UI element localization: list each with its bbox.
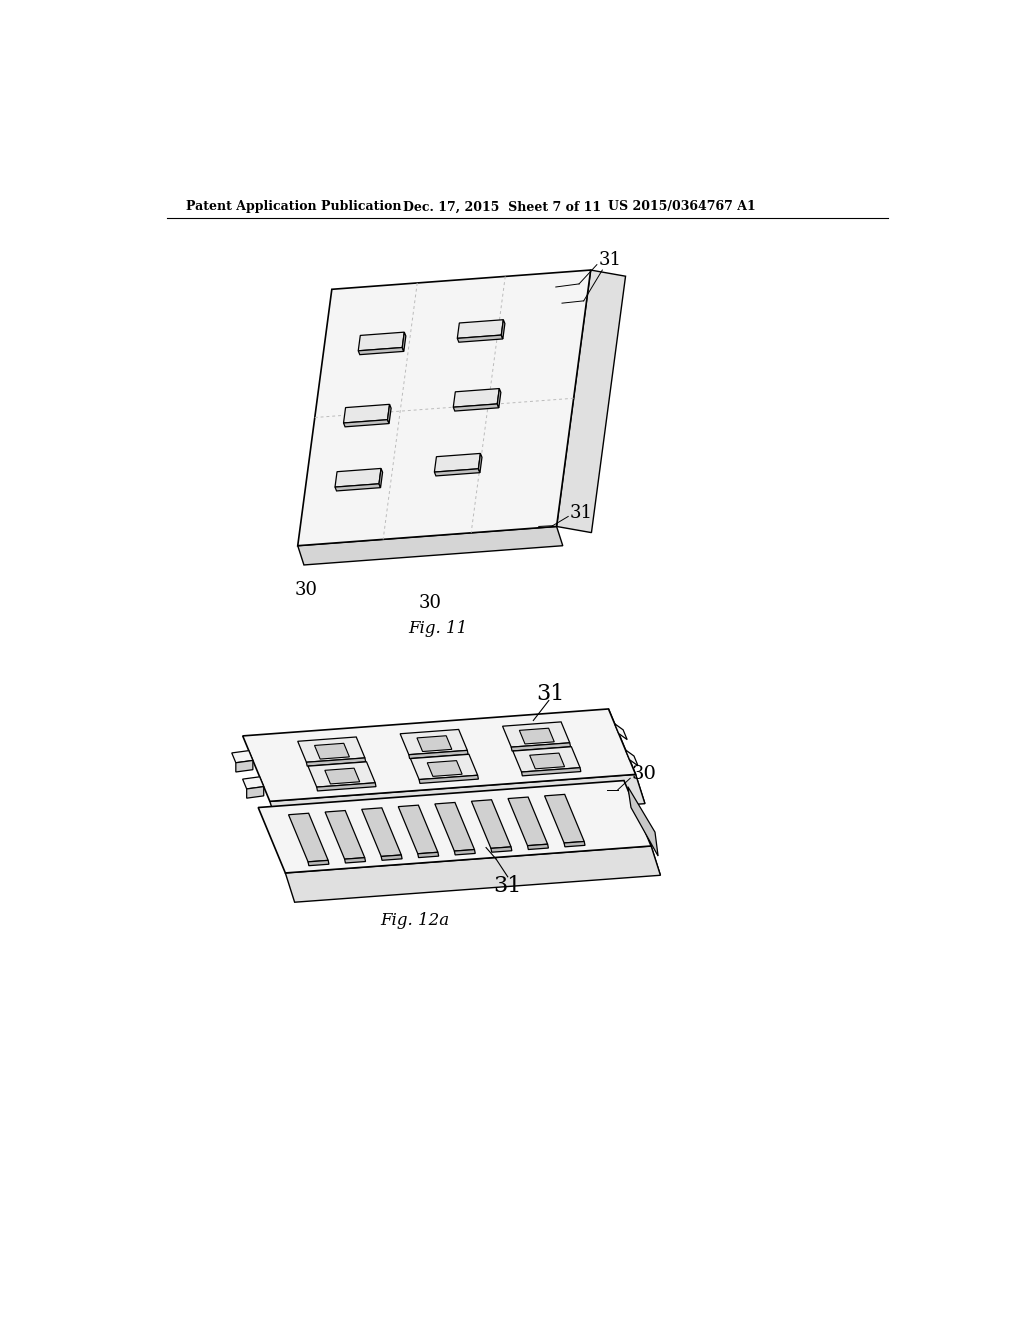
Text: Patent Application Publication: Patent Application Publication <box>186 201 401 214</box>
Polygon shape <box>513 747 580 772</box>
Text: Dec. 17, 2015  Sheet 7 of 11: Dec. 17, 2015 Sheet 7 of 11 <box>403 201 601 214</box>
Polygon shape <box>236 760 253 772</box>
Polygon shape <box>316 783 376 791</box>
Polygon shape <box>335 484 381 491</box>
Polygon shape <box>381 855 402 861</box>
Polygon shape <box>400 730 467 755</box>
Polygon shape <box>358 347 403 355</box>
Polygon shape <box>490 847 512 853</box>
Polygon shape <box>454 388 500 407</box>
Polygon shape <box>258 780 651 873</box>
Polygon shape <box>614 723 627 739</box>
Polygon shape <box>418 853 438 858</box>
Polygon shape <box>298 271 591 545</box>
Text: 31: 31 <box>494 875 522 898</box>
Text: 30: 30 <box>419 594 441 612</box>
Polygon shape <box>298 527 563 565</box>
Polygon shape <box>455 850 475 855</box>
Polygon shape <box>454 404 499 411</box>
Polygon shape <box>434 469 480 477</box>
Polygon shape <box>508 797 548 846</box>
Polygon shape <box>314 743 349 759</box>
Polygon shape <box>564 841 585 847</box>
Polygon shape <box>434 454 480 473</box>
Polygon shape <box>626 750 638 766</box>
Polygon shape <box>608 709 645 804</box>
Polygon shape <box>286 846 660 903</box>
Polygon shape <box>398 805 438 854</box>
Polygon shape <box>511 743 570 751</box>
Polygon shape <box>308 861 329 866</box>
Polygon shape <box>308 762 375 787</box>
Polygon shape <box>243 709 636 801</box>
Polygon shape <box>325 768 359 784</box>
Polygon shape <box>387 404 391 424</box>
Text: 31: 31 <box>598 251 622 269</box>
Polygon shape <box>628 787 658 857</box>
Polygon shape <box>298 737 365 762</box>
Polygon shape <box>335 469 381 487</box>
Polygon shape <box>379 469 383 487</box>
Polygon shape <box>361 808 401 857</box>
Polygon shape <box>519 729 554 744</box>
Polygon shape <box>458 335 503 342</box>
Text: Fig. 12a: Fig. 12a <box>380 912 450 929</box>
Polygon shape <box>545 795 585 843</box>
Polygon shape <box>427 760 462 776</box>
Polygon shape <box>345 858 366 863</box>
Text: 31: 31 <box>537 682 564 705</box>
Text: 31: 31 <box>569 504 593 521</box>
Polygon shape <box>343 404 389 422</box>
Polygon shape <box>343 420 389 426</box>
Polygon shape <box>289 813 328 862</box>
Polygon shape <box>231 751 253 763</box>
Polygon shape <box>503 722 569 747</box>
Polygon shape <box>527 845 549 850</box>
Text: US 2015/0364767 A1: US 2015/0364767 A1 <box>608 201 757 214</box>
Polygon shape <box>247 787 264 799</box>
Polygon shape <box>557 271 626 533</box>
Polygon shape <box>521 768 581 776</box>
Polygon shape <box>325 810 365 859</box>
Text: Fig. 11: Fig. 11 <box>409 619 468 636</box>
Polygon shape <box>402 333 406 351</box>
Polygon shape <box>411 754 477 780</box>
Polygon shape <box>478 454 482 473</box>
Polygon shape <box>417 735 452 751</box>
Polygon shape <box>529 754 564 768</box>
Polygon shape <box>306 758 366 766</box>
Polygon shape <box>270 775 645 830</box>
Polygon shape <box>458 319 504 338</box>
Polygon shape <box>409 750 468 759</box>
Text: 30: 30 <box>632 766 656 783</box>
Polygon shape <box>358 333 404 351</box>
Polygon shape <box>435 803 474 851</box>
Polygon shape <box>243 776 264 789</box>
Text: 30: 30 <box>295 581 317 598</box>
Polygon shape <box>498 388 501 408</box>
Polygon shape <box>502 319 505 339</box>
Polygon shape <box>419 775 478 783</box>
Polygon shape <box>624 780 660 875</box>
Polygon shape <box>471 800 511 849</box>
